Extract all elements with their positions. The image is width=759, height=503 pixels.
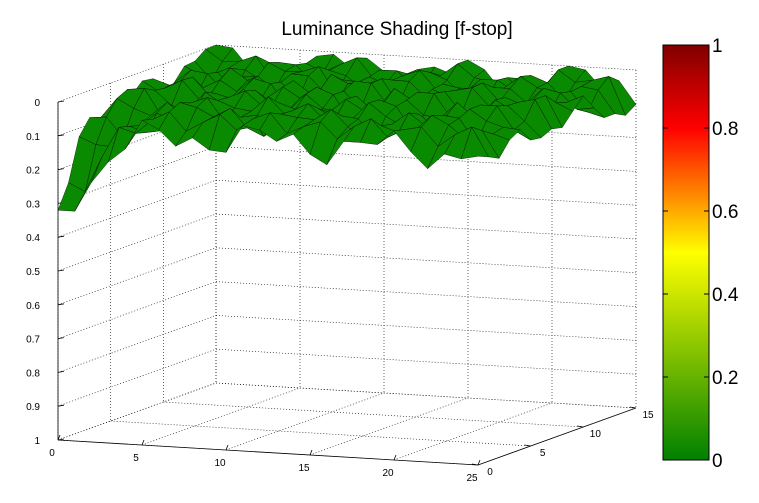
z-tick-mark bbox=[57, 303, 65, 306]
axis-tick-labels: 0 5 10 15 20 25 0 5 10 15 0 0.1 0.2 0.3 0.4 0.5 0.6 0.7 0.… bbox=[26, 98, 654, 484]
colorbar: 0 0.2 0.4 0.6 0.8 1 bbox=[662, 36, 739, 472]
x-tick-label: 0 bbox=[49, 448, 55, 459]
z-tick-label: 0.7 bbox=[26, 335, 40, 346]
colorbar-tick-label: 0.2 bbox=[712, 368, 738, 389]
grid-line bbox=[215, 179, 637, 206]
colorbar-tick-label: 0.4 bbox=[712, 285, 739, 306]
x-axis-line bbox=[57, 439, 479, 466]
colorbar-tick-label: 0 bbox=[712, 451, 723, 472]
grid-line bbox=[215, 315, 637, 341]
x-tick-mark bbox=[141, 439, 145, 446]
y-tick-label: 5 bbox=[540, 448, 546, 459]
z-tick-mark bbox=[57, 235, 65, 238]
x-tick-label: 5 bbox=[133, 453, 139, 464]
grid-line bbox=[309, 397, 469, 456]
grid-line bbox=[110, 420, 531, 447]
y-tick-mark bbox=[577, 425, 584, 428]
colorbar-gradient bbox=[662, 44, 710, 461]
grid-line bbox=[57, 348, 217, 407]
y-tick-mark bbox=[629, 406, 637, 409]
x-tick-mark bbox=[57, 434, 61, 441]
grid-line bbox=[57, 44, 217, 103]
x-tick-mark bbox=[393, 454, 397, 461]
colorbar-tick-label: 1 bbox=[712, 36, 723, 57]
x-tick-label: 20 bbox=[382, 468, 394, 479]
grid-line bbox=[215, 348, 637, 375]
grid-line bbox=[215, 44, 637, 71]
z-tick-mark bbox=[57, 134, 65, 137]
y-tick-mark bbox=[524, 444, 531, 447]
grid-line bbox=[215, 247, 637, 274]
x-tick-mark bbox=[225, 444, 229, 451]
grid-line bbox=[57, 179, 217, 238]
z-tick-label: 0.3 bbox=[26, 199, 40, 210]
z-tick-mark bbox=[57, 269, 65, 272]
grid-line bbox=[57, 213, 217, 272]
grid-line bbox=[215, 213, 637, 240]
z-tick-mark bbox=[57, 371, 65, 373]
z-tick-mark bbox=[57, 438, 65, 441]
surface-plot bbox=[57, 44, 637, 212]
z-tick-label: 0.2 bbox=[26, 166, 40, 177]
z-tick-mark bbox=[57, 404, 65, 407]
colorbar-tick-label: 0.6 bbox=[712, 202, 738, 223]
grid-line bbox=[57, 315, 217, 373]
x-tick-mark bbox=[477, 459, 481, 466]
colorbar-tick-label: 0.8 bbox=[712, 119, 738, 140]
surface-patch bbox=[460, 126, 489, 160]
grid-line bbox=[225, 392, 385, 451]
y-tick-label: 15 bbox=[642, 410, 654, 421]
z-tick-label: 0.8 bbox=[26, 368, 40, 379]
z-tick-label: 0.1 bbox=[26, 132, 40, 143]
x-tick-label: 10 bbox=[214, 458, 226, 469]
x-tick-label: 15 bbox=[298, 463, 310, 474]
y-tick-label: 10 bbox=[590, 429, 602, 440]
axis-lines bbox=[57, 100, 637, 466]
z-tick-label: 0 bbox=[34, 98, 40, 109]
y-axis-line bbox=[477, 407, 637, 466]
chart-title: Luminance Shading [f-stop] bbox=[281, 19, 512, 40]
z-tick-label: 0.4 bbox=[26, 233, 40, 244]
grid-line bbox=[163, 401, 584, 428]
y-tick-mark bbox=[471, 463, 479, 466]
grid-line bbox=[215, 382, 637, 409]
grid-line bbox=[215, 281, 637, 307]
z-tick-label: 0.9 bbox=[26, 402, 40, 413]
z-tick-label: 0.5 bbox=[26, 267, 40, 278]
grid-line bbox=[393, 402, 553, 461]
z-tick-mark bbox=[57, 337, 65, 339]
y-tick-label: 0 bbox=[487, 467, 493, 478]
grid-line bbox=[57, 382, 217, 441]
grid-line bbox=[57, 382, 217, 441]
grid-line bbox=[57, 281, 217, 339]
x-tick-label: 25 bbox=[466, 473, 478, 484]
z-tick-mark bbox=[57, 168, 65, 170]
x-tick-mark bbox=[309, 449, 313, 456]
grid-line bbox=[57, 78, 217, 137]
grid-line bbox=[57, 247, 217, 306]
z-tick-mark bbox=[57, 100, 65, 103]
z-tick-label: 0.6 bbox=[26, 301, 40, 312]
grid-line bbox=[141, 387, 301, 446]
z-tick-label: 1 bbox=[34, 436, 40, 447]
